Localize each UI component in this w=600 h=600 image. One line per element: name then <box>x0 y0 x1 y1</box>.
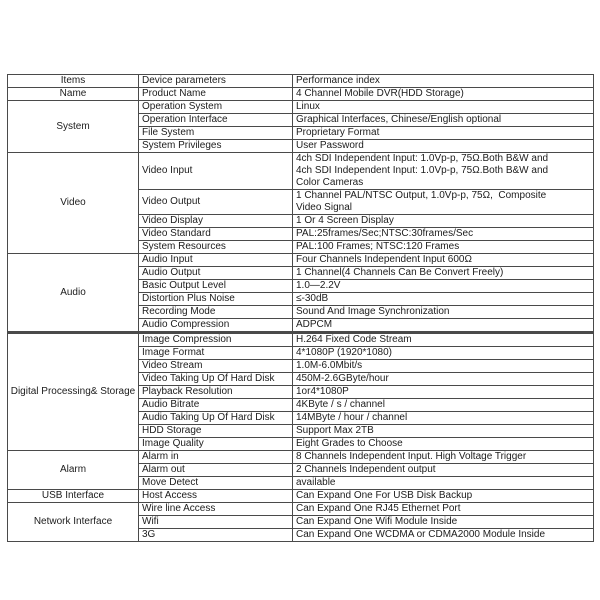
param-cell: Distortion Plus Noise <box>138 292 293 306</box>
item-cell: Digital Processing& Storage <box>7 331 139 451</box>
item-cell: Audio <box>7 253 139 333</box>
table-row: Playback Resolution 1or4*1080P <box>8 385 594 399</box>
param-cell: Video Taking Up Of Hard Disk <box>138 372 293 386</box>
param-cell: Video Output <box>138 189 293 215</box>
table-row: Alarm Alarm in 8 Channels Independent Inpu… <box>7 450 594 490</box>
value-cell: Can Expand One Wifi Module Inside <box>292 515 594 529</box>
param-cell: Product Name <box>138 87 293 101</box>
table-row: System Operation System Linux <box>7 100 594 153</box>
table-row: Audio Audio Input Four Channels Independen… <box>7 253 594 333</box>
value-cell: 4 Channel Mobile DVR(HDD Storage) <box>292 87 594 101</box>
value-cell: 1.0M-6.0Mbit/s <box>292 359 594 373</box>
column-header-performance-index: Performance index <box>292 74 594 88</box>
item-cell: Name <box>7 87 139 101</box>
value-cell: 8 Channels Independent Input. High Volta… <box>292 450 594 464</box>
table-row: Video Video Input 4ch SDI Independent Inpu… <box>7 152 594 254</box>
value-cell: ADPCM <box>292 318 594 333</box>
value-cell: Can Expand One For USB Disk Backup <box>292 489 594 503</box>
value-cell: Four Channels Independent Input 600Ω <box>292 253 594 267</box>
column-header-device-parameters: Device parameters <box>138 74 293 88</box>
value-cell: available <box>292 476 594 490</box>
item-cell: Video <box>7 152 139 254</box>
value-cell: 4KByte / s / channel <box>292 398 594 412</box>
value-cell: 4*1080P (1920*1080) <box>292 346 594 360</box>
table-row: Operation Interface Graphical Interfaces,… <box>8 113 594 127</box>
table-row: HDD Storage Support Max 2TB <box>8 424 594 438</box>
param-cell: Recording Mode <box>138 305 293 319</box>
param-cell: Alarm out <box>138 463 293 477</box>
value-cell: Linux <box>292 100 594 114</box>
value-cell: ≤-30dB <box>292 292 594 306</box>
param-cell: File System <box>138 126 293 140</box>
value-cell: Support Max 2TB <box>292 424 594 438</box>
table-row: Name Product Name 4 Channel Mobile DVR(HDD… <box>7 87 594 101</box>
value-cell: 2 Channels Independent output <box>292 463 594 477</box>
param-cell: System Privileges <box>138 139 293 153</box>
table-row: 3G Can Expand One WCDMA or CDMA2000 Modul… <box>8 528 594 542</box>
table-row: Network Interface Wire line Access Can Exp… <box>7 502 594 542</box>
column-header-items: Items <box>7 74 139 88</box>
table-row: Video Taking Up Of Hard Disk 450M-2.6GByt… <box>8 372 594 386</box>
param-cell: Audio Bitrate <box>138 398 293 412</box>
table-row: USB Interface Host Access Can Expand One F… <box>7 489 594 503</box>
value-cell: Sound And Image Synchronization <box>292 305 594 319</box>
param-cell: 3G <box>138 528 293 542</box>
param-cell: Basic Output Level <box>138 279 293 293</box>
param-cell: Playback Resolution <box>138 385 293 399</box>
param-cell: Host Access <box>138 489 293 503</box>
param-cell: Operation Interface <box>138 113 293 127</box>
value-cell: 4ch SDI Independent Input: 1.0Vp-p, 75Ω.… <box>292 152 594 190</box>
table-row: Image Format 4*1080P (1920*1080) <box>8 346 594 360</box>
value-cell: Proprietary Format <box>292 126 594 140</box>
param-cell: Audio Taking Up Of Hard Disk <box>138 411 293 425</box>
param-cell: Audio Compression <box>138 318 293 333</box>
table-row: Distortion Plus Noise ≤-30dB <box>8 292 594 306</box>
table-row: Digital Processing& Storage Image Compres… <box>7 331 594 451</box>
value-cell: Eight Grades to Choose <box>292 437 594 451</box>
value-cell: 1 Or 4 Screen Display <box>292 214 594 228</box>
spec-table: Items Device parameters Performance inde… <box>7 74 594 542</box>
value-cell: Can Expand One RJ45 Ethernet Port <box>292 502 594 516</box>
param-cell: System Resources <box>138 240 293 254</box>
value-cell: PAL:100 Frames; NTSC:120 Frames <box>292 240 594 254</box>
param-cell: Image Format <box>138 346 293 360</box>
value-cell: H.264 Fixed Code Stream <box>292 331 594 347</box>
param-cell: Image Quality <box>138 437 293 451</box>
spec-table-body: Name Product Name 4 Channel Mobile DVR(HDD… <box>7 87 594 542</box>
param-cell: Alarm in <box>138 450 293 464</box>
value-cell: 1 Channel PAL/NTSC Output, 1.0Vp-p, 75Ω,… <box>292 189 594 215</box>
param-cell: Video Standard <box>138 227 293 241</box>
param-cell: Video Stream <box>138 359 293 373</box>
item-cell: System <box>7 100 139 153</box>
param-cell: HDD Storage <box>138 424 293 438</box>
item-cell: Network Interface <box>7 502 139 542</box>
param-cell: Wifi <box>138 515 293 529</box>
table-row: Video Stream 1.0M-6.0Mbit/s <box>8 359 594 373</box>
value-cell: 1.0—2.2V <box>292 279 594 293</box>
param-cell: Image Compression <box>138 331 293 347</box>
value-cell: 1or4*1080P <box>292 385 594 399</box>
item-cell: USB Interface <box>7 489 139 503</box>
param-cell: Audio Input <box>138 253 293 267</box>
value-cell: 1 Channel(4 Channels Can Be Convert Free… <box>292 266 594 280</box>
value-cell: 450M-2.6GByte/hour <box>292 372 594 386</box>
param-cell: Video Input <box>138 152 293 190</box>
value-cell: User Password <box>292 139 594 153</box>
value-cell: PAL:25frames/Sec;NTSC:30frames/Sec <box>292 227 594 241</box>
param-cell: Move Detect <box>138 476 293 490</box>
value-cell: 14MByte / hour / channel <box>292 411 594 425</box>
param-cell: Audio Output <box>138 266 293 280</box>
value-cell: Graphical Interfaces, Chinese/English op… <box>292 113 594 127</box>
item-cell: Alarm <box>7 450 139 490</box>
table-row: System Privileges User Password <box>8 139 594 153</box>
param-cell: Operation System <box>138 100 293 114</box>
param-cell: Wire line Access <box>138 502 293 516</box>
table-row: Video Output 1 Channel PAL/NTSC Output, 1… <box>8 189 594 215</box>
value-cell: Can Expand One WCDMA or CDMA2000 Module … <box>292 528 594 542</box>
table-row: System Resources PAL:100 Frames; NTSC:120… <box>8 240 594 254</box>
param-cell: Video Display <box>138 214 293 228</box>
header-row: Items Device parameters Performance inde… <box>7 74 594 88</box>
